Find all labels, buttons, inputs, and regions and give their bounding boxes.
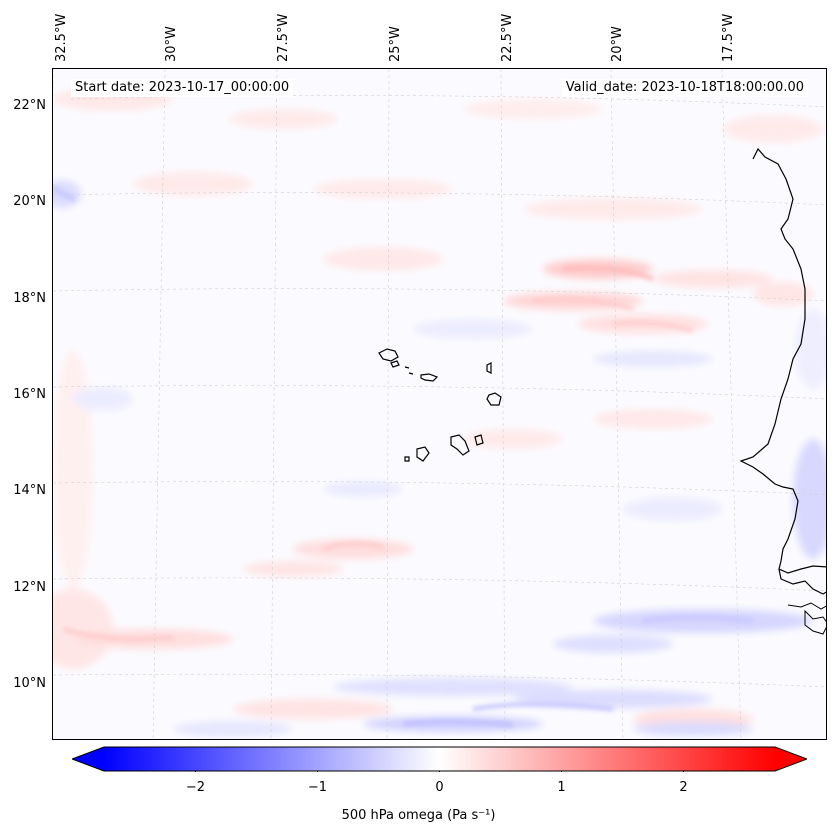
lon-label-30w: 30°W [164,26,179,62]
lon-label-25w: 25°W [388,26,403,62]
colorbar-tickmarks [195,771,684,772]
lon-label-22-5w: 22.5°W [500,13,515,62]
colorbar-max-extend [775,747,807,771]
graticule [53,69,826,739]
colorbar [72,746,807,772]
colorbar-tick-neg2: −2 [185,780,206,795]
colorbar-tick-1: 1 [557,780,566,795]
lat-label-18n: 18°N [13,291,46,306]
lon-label-32-5w: 32.5°W [54,13,69,62]
colorbar-outline [72,746,807,772]
lat-label-10n: 10°N [13,676,46,691]
colorbar-tick-0: 0 [435,780,444,795]
start-date-label: Start date: 2023-10-17_00:00:00 [71,79,294,97]
africa-coastline [739,147,826,574]
colorbar-min-extend [72,747,104,771]
valid-date-label: Valid_date: 2023-10-18T18:00:00.00 [561,79,808,97]
lat-label-20n: 20°N [13,194,46,209]
lon-label-20w: 20°W [610,26,625,62]
omega-streaks [53,184,754,728]
lat-label-16n: 16°N [13,387,46,402]
lat-label-14n: 14°N [13,483,46,498]
colorbar-ramp [104,747,775,771]
lon-label-17-5w: 17.5°W [721,13,736,62]
cape-verde-islands [378,348,502,462]
omega-field-map [53,69,826,739]
map-panel[interactable]: Start date: 2023-10-17_00:00:00 Valid_da… [52,68,827,740]
lon-label-27-5w: 27.5°W [276,13,291,62]
lat-label-12n: 12°N [13,580,46,595]
colorbar-tick-2: 2 [679,780,688,795]
africa-coastline-south [778,568,826,595]
lat-label-22n: 22°N [13,98,46,113]
colorbar-label: 500 hPa omega (Pa s⁻¹) [341,808,496,823]
colorbar-tick-neg1: −1 [307,780,328,795]
